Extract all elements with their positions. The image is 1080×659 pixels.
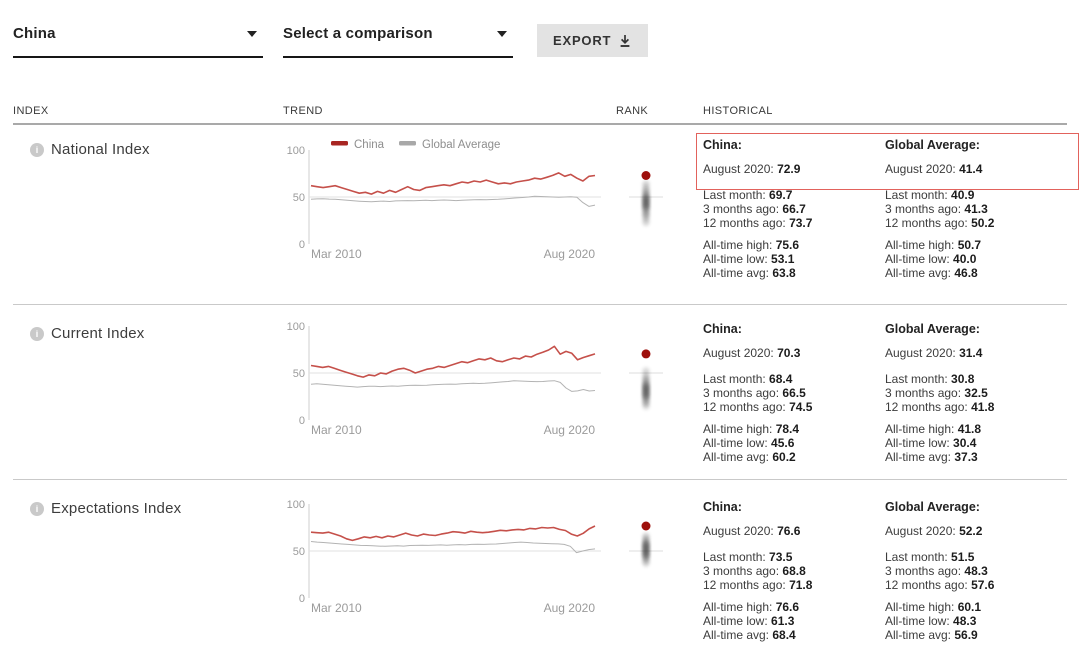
svg-text:50: 50 <box>293 546 305 558</box>
historical-recent: Last month: 51.5 3 months ago: 48.3 12 m… <box>885 550 995 592</box>
historical-china-current: China: August 2020: 70.3 Last month: 68.… <box>703 322 881 472</box>
historical-alltime: All-time high: 76.6 All-time low: 61.3 A… <box>703 600 800 642</box>
index-name: National Index <box>51 141 150 158</box>
historical-china-national: China: August 2020: 72.9 Last month: 69.… <box>703 138 881 288</box>
export-button[interactable]: EXPORT <box>537 24 649 57</box>
column-header-index: INDEX <box>13 105 49 117</box>
svg-text:Mar 2010: Mar 2010 <box>311 247 362 261</box>
historical-china-expectations: China: August 2020: 76.6 Last month: 73.… <box>703 500 881 650</box>
comparison-select[interactable]: Select a comparison <box>283 22 513 58</box>
rank-strip-current <box>626 308 666 440</box>
historical-recent: Last month: 68.4 3 months ago: 66.5 12 m… <box>703 372 813 414</box>
historical-global-expectations: Global Average: August 2020: 52.2 Last m… <box>885 500 1063 650</box>
historical-current: August 2020: 31.4 <box>885 346 983 360</box>
historical-heading: China: <box>703 322 742 336</box>
svg-text:Global Average: Global Average <box>422 139 500 151</box>
column-header-rank: RANK <box>616 105 649 117</box>
historical-recent: Last month: 30.8 3 months ago: 32.5 12 m… <box>885 372 995 414</box>
svg-text:50: 50 <box>293 368 305 380</box>
column-header-trend: TREND <box>283 105 323 117</box>
historical-recent: Last month: 40.9 3 months ago: 41.3 12 m… <box>885 188 995 230</box>
historical-current: August 2020: 70.3 <box>703 346 801 360</box>
row-divider <box>13 479 1067 480</box>
historical-alltime: All-time high: 75.6 All-time low: 53.1 A… <box>703 238 800 280</box>
svg-text:50: 50 <box>293 192 305 204</box>
svg-text:Aug 2020: Aug 2020 <box>544 423 596 437</box>
index-name: Expectations Index <box>51 500 182 517</box>
svg-text:Aug 2020: Aug 2020 <box>544 247 596 261</box>
svg-text:Aug 2020: Aug 2020 <box>544 601 596 615</box>
svg-text:0: 0 <box>299 415 305 427</box>
rank-strip-national <box>626 132 666 264</box>
svg-text:100: 100 <box>287 499 305 511</box>
historical-current: August 2020: 41.4 <box>885 162 983 176</box>
row-label-current-index: i Current Index <box>30 325 144 342</box>
chevron-down-icon <box>247 31 257 37</box>
trend-chart-national: 0 50 100 Mar 2010 Aug 2020 China Global Averag… <box>283 132 613 264</box>
historical-heading: Global Average: <box>885 138 980 152</box>
column-header-historical: HISTORICAL <box>703 105 773 117</box>
row-label-expectations-index: i Expectations Index <box>30 500 181 517</box>
info-icon[interactable]: i <box>30 142 44 157</box>
index-name: Current Index <box>51 325 145 342</box>
historical-global-current: Global Average: August 2020: 31.4 Last m… <box>885 322 1063 472</box>
row-divider <box>13 304 1067 305</box>
historical-alltime: All-time high: 78.4 All-time low: 45.6 A… <box>703 422 800 464</box>
country-select[interactable]: China <box>13 22 263 58</box>
svg-text:0: 0 <box>299 239 305 251</box>
chevron-down-icon <box>497 31 507 37</box>
historical-alltime: All-time high: 41.8 All-time low: 30.4 A… <box>885 422 982 464</box>
comparison-select-value: Select a comparison <box>283 25 433 42</box>
country-select-value: China <box>13 25 56 42</box>
historical-heading: China: <box>703 138 742 152</box>
info-icon[interactable]: i <box>30 326 44 341</box>
historical-recent: Last month: 69.7 3 months ago: 66.7 12 m… <box>703 188 813 230</box>
svg-text:100: 100 <box>287 321 305 333</box>
historical-heading: China: <box>703 500 742 514</box>
historical-current: August 2020: 72.9 <box>703 162 801 176</box>
header-divider <box>13 123 1067 125</box>
download-icon <box>618 34 632 48</box>
historical-heading: Global Average: <box>885 322 980 336</box>
svg-text:Mar 2010: Mar 2010 <box>311 423 362 437</box>
svg-text:100: 100 <box>287 145 305 157</box>
historical-global-national: Global Average: August 2020: 41.4 Last m… <box>885 138 1063 288</box>
trend-chart-current: 0 50 100 Mar 2010 Aug 2020 <box>283 308 613 440</box>
svg-text:Mar 2010: Mar 2010 <box>311 601 362 615</box>
info-icon[interactable]: i <box>30 501 44 516</box>
export-button-label: EXPORT <box>553 33 612 48</box>
historical-current: August 2020: 76.6 <box>703 524 801 538</box>
historical-alltime: All-time high: 60.1 All-time low: 48.3 A… <box>885 600 982 642</box>
row-label-national-index: i National Index <box>30 141 150 158</box>
svg-text:0: 0 <box>299 593 305 605</box>
historical-heading: Global Average: <box>885 500 980 514</box>
trend-chart-expectations: 0 50 100 Mar 2010 Aug 2020 <box>283 486 613 618</box>
historical-recent: Last month: 73.5 3 months ago: 68.8 12 m… <box>703 550 813 592</box>
svg-text:China: China <box>354 139 385 151</box>
historical-current: August 2020: 52.2 <box>885 524 983 538</box>
rank-strip-expectations <box>626 486 666 618</box>
historical-alltime: All-time high: 50.7 All-time low: 40.0 A… <box>885 238 982 280</box>
